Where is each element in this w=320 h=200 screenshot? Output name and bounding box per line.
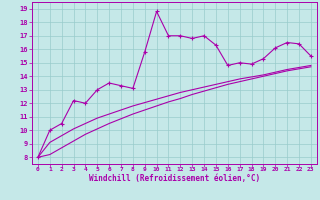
- X-axis label: Windchill (Refroidissement éolien,°C): Windchill (Refroidissement éolien,°C): [89, 174, 260, 183]
